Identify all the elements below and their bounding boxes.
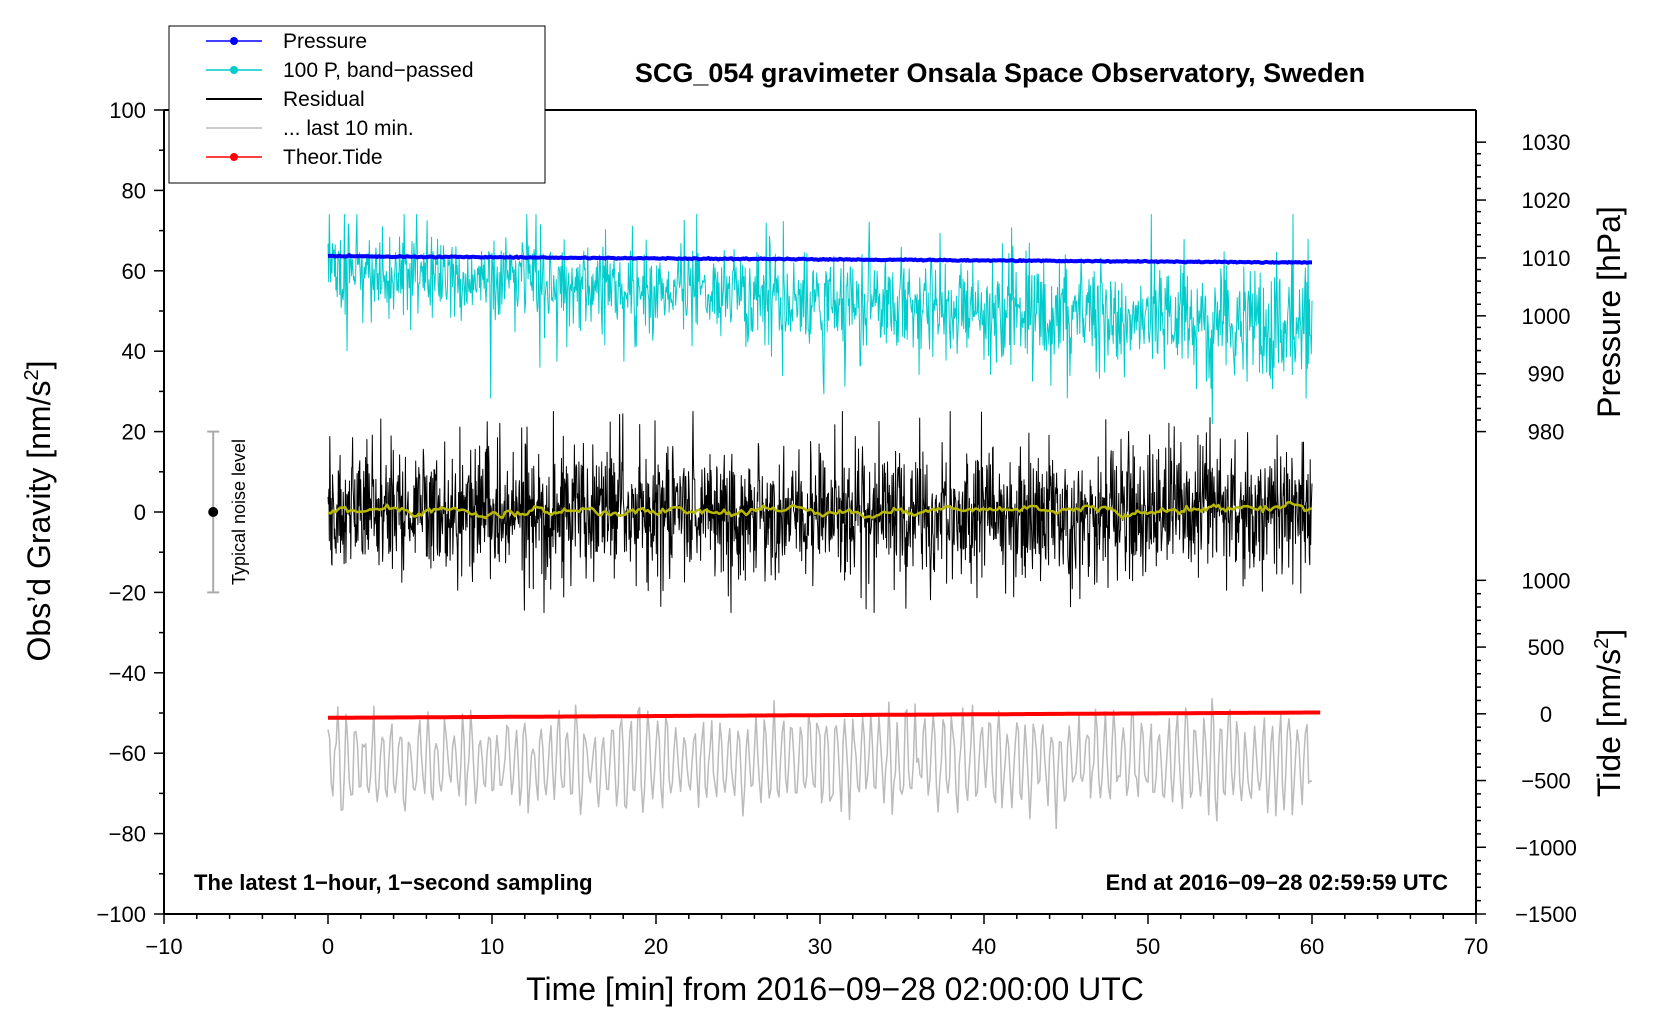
tide-tick-label: 500 xyxy=(1528,635,1565,660)
y-left-tick-label: 40 xyxy=(122,339,146,364)
x-tick-label: 60 xyxy=(1300,934,1324,959)
pressure-tick-label: 1030 xyxy=(1522,130,1571,155)
annotation-end-time: End at 2016−09−28 02:59:59 UTC xyxy=(1106,870,1449,895)
y-left-tick-label: −60 xyxy=(109,741,146,766)
x-tick-label: 0 xyxy=(322,934,334,959)
noise-center-dot xyxy=(208,507,219,517)
y-axis-left-title: Obs’d Gravity [nm/s2] xyxy=(21,361,57,662)
legend-marker xyxy=(230,153,238,161)
series-last-10-min xyxy=(327,698,1313,830)
y-left-tick-label: −80 xyxy=(109,822,146,847)
y-axis-tide: −1500 −1000 −500 0 500 1000 xyxy=(1476,568,1577,927)
y-left-tick-label: 20 xyxy=(122,420,146,445)
y-left-tick-label: 80 xyxy=(122,178,146,203)
series-residual-smoothed xyxy=(327,500,1313,520)
pressure-tick-label: 1010 xyxy=(1522,246,1571,271)
pressure-tick-label: 1020 xyxy=(1522,188,1571,213)
legend-label: 100 P, band−passed xyxy=(283,59,474,82)
y-axis-tide-title: Tide [nm/s2] xyxy=(1591,629,1627,797)
y-left-tick-label: −40 xyxy=(109,661,146,686)
x-tick-label: 30 xyxy=(808,934,832,959)
legend-marker xyxy=(230,37,238,45)
x-axis-title: Time [min] from 2016−09−28 02:00:00 UTC xyxy=(526,971,1144,1007)
noise-label: Typical noise level xyxy=(229,439,249,585)
pressure-tick-label: 980 xyxy=(1528,420,1565,445)
y-axis-left-title-end: ] xyxy=(21,361,57,370)
y-left-tick-label: −100 xyxy=(96,902,146,927)
tide-tick-label: 0 xyxy=(1540,702,1552,727)
y-left-tick-label: −20 xyxy=(109,580,146,605)
legend-label: Theor.Tide xyxy=(283,146,383,169)
y-axis-left-title-sup: 2 xyxy=(21,369,43,380)
x-tick-label: 10 xyxy=(480,934,504,959)
y-left-tick-label: 0 xyxy=(134,500,146,525)
legend-marker xyxy=(230,66,238,74)
y-axis-left: −100 −80 −60 −40 −20 0 20 40 60 80 100 xyxy=(96,98,164,927)
tide-tick-label: −500 xyxy=(1521,769,1571,794)
y-axis-tide-title-main: Tide [nm/s xyxy=(1591,649,1627,797)
legend: Pressure 100 P, band−passed Residual ... la… xyxy=(168,25,546,184)
legend-label: Pressure xyxy=(283,30,367,53)
noise-marker: Typical noise level xyxy=(207,430,249,594)
tide-tick-label: 1000 xyxy=(1522,568,1571,593)
x-tick-label: 40 xyxy=(972,934,996,959)
y-axis-pressure: 980 990 1000 1010 1020 1030 xyxy=(1476,130,1571,445)
chart-title: SCG_054 gravimeter Onsala Space Observat… xyxy=(635,58,1365,88)
x-tick-label: 50 xyxy=(1136,934,1160,959)
y-left-tick-label: 60 xyxy=(122,259,146,284)
y-axis-pressure-title: Pressure [hPa] xyxy=(1591,206,1627,418)
series-band-passed xyxy=(327,214,1313,425)
y-axis-tide-title-end: ] xyxy=(1591,629,1627,638)
y-axis-left-title-main: Obs’d Gravity [nm/s xyxy=(21,381,57,662)
tide-tick-label: −1000 xyxy=(1515,835,1577,860)
x-tick-label: 20 xyxy=(644,934,668,959)
pressure-tick-label: 1000 xyxy=(1522,304,1571,329)
series-theor-tide xyxy=(328,710,1321,720)
y-left-tick-label: 100 xyxy=(109,98,146,123)
series-layer xyxy=(327,214,1321,830)
series-pressure xyxy=(327,253,1313,265)
legend-label: ... last 10 min. xyxy=(283,117,414,140)
y-axis-tide-title-sup: 2 xyxy=(1591,638,1613,649)
tide-tick-label: −1500 xyxy=(1515,902,1577,927)
x-axis: −10 0 10 20 30 40 50 60 70 xyxy=(145,914,1488,959)
pressure-tick-label: 990 xyxy=(1528,362,1565,387)
x-tick-label: −10 xyxy=(145,934,182,959)
annotation-sampling: The latest 1−hour, 1−second sampling xyxy=(194,870,593,895)
legend-label: Residual xyxy=(283,88,365,111)
series-residual xyxy=(327,411,1313,613)
x-tick-label: 70 xyxy=(1464,934,1488,959)
